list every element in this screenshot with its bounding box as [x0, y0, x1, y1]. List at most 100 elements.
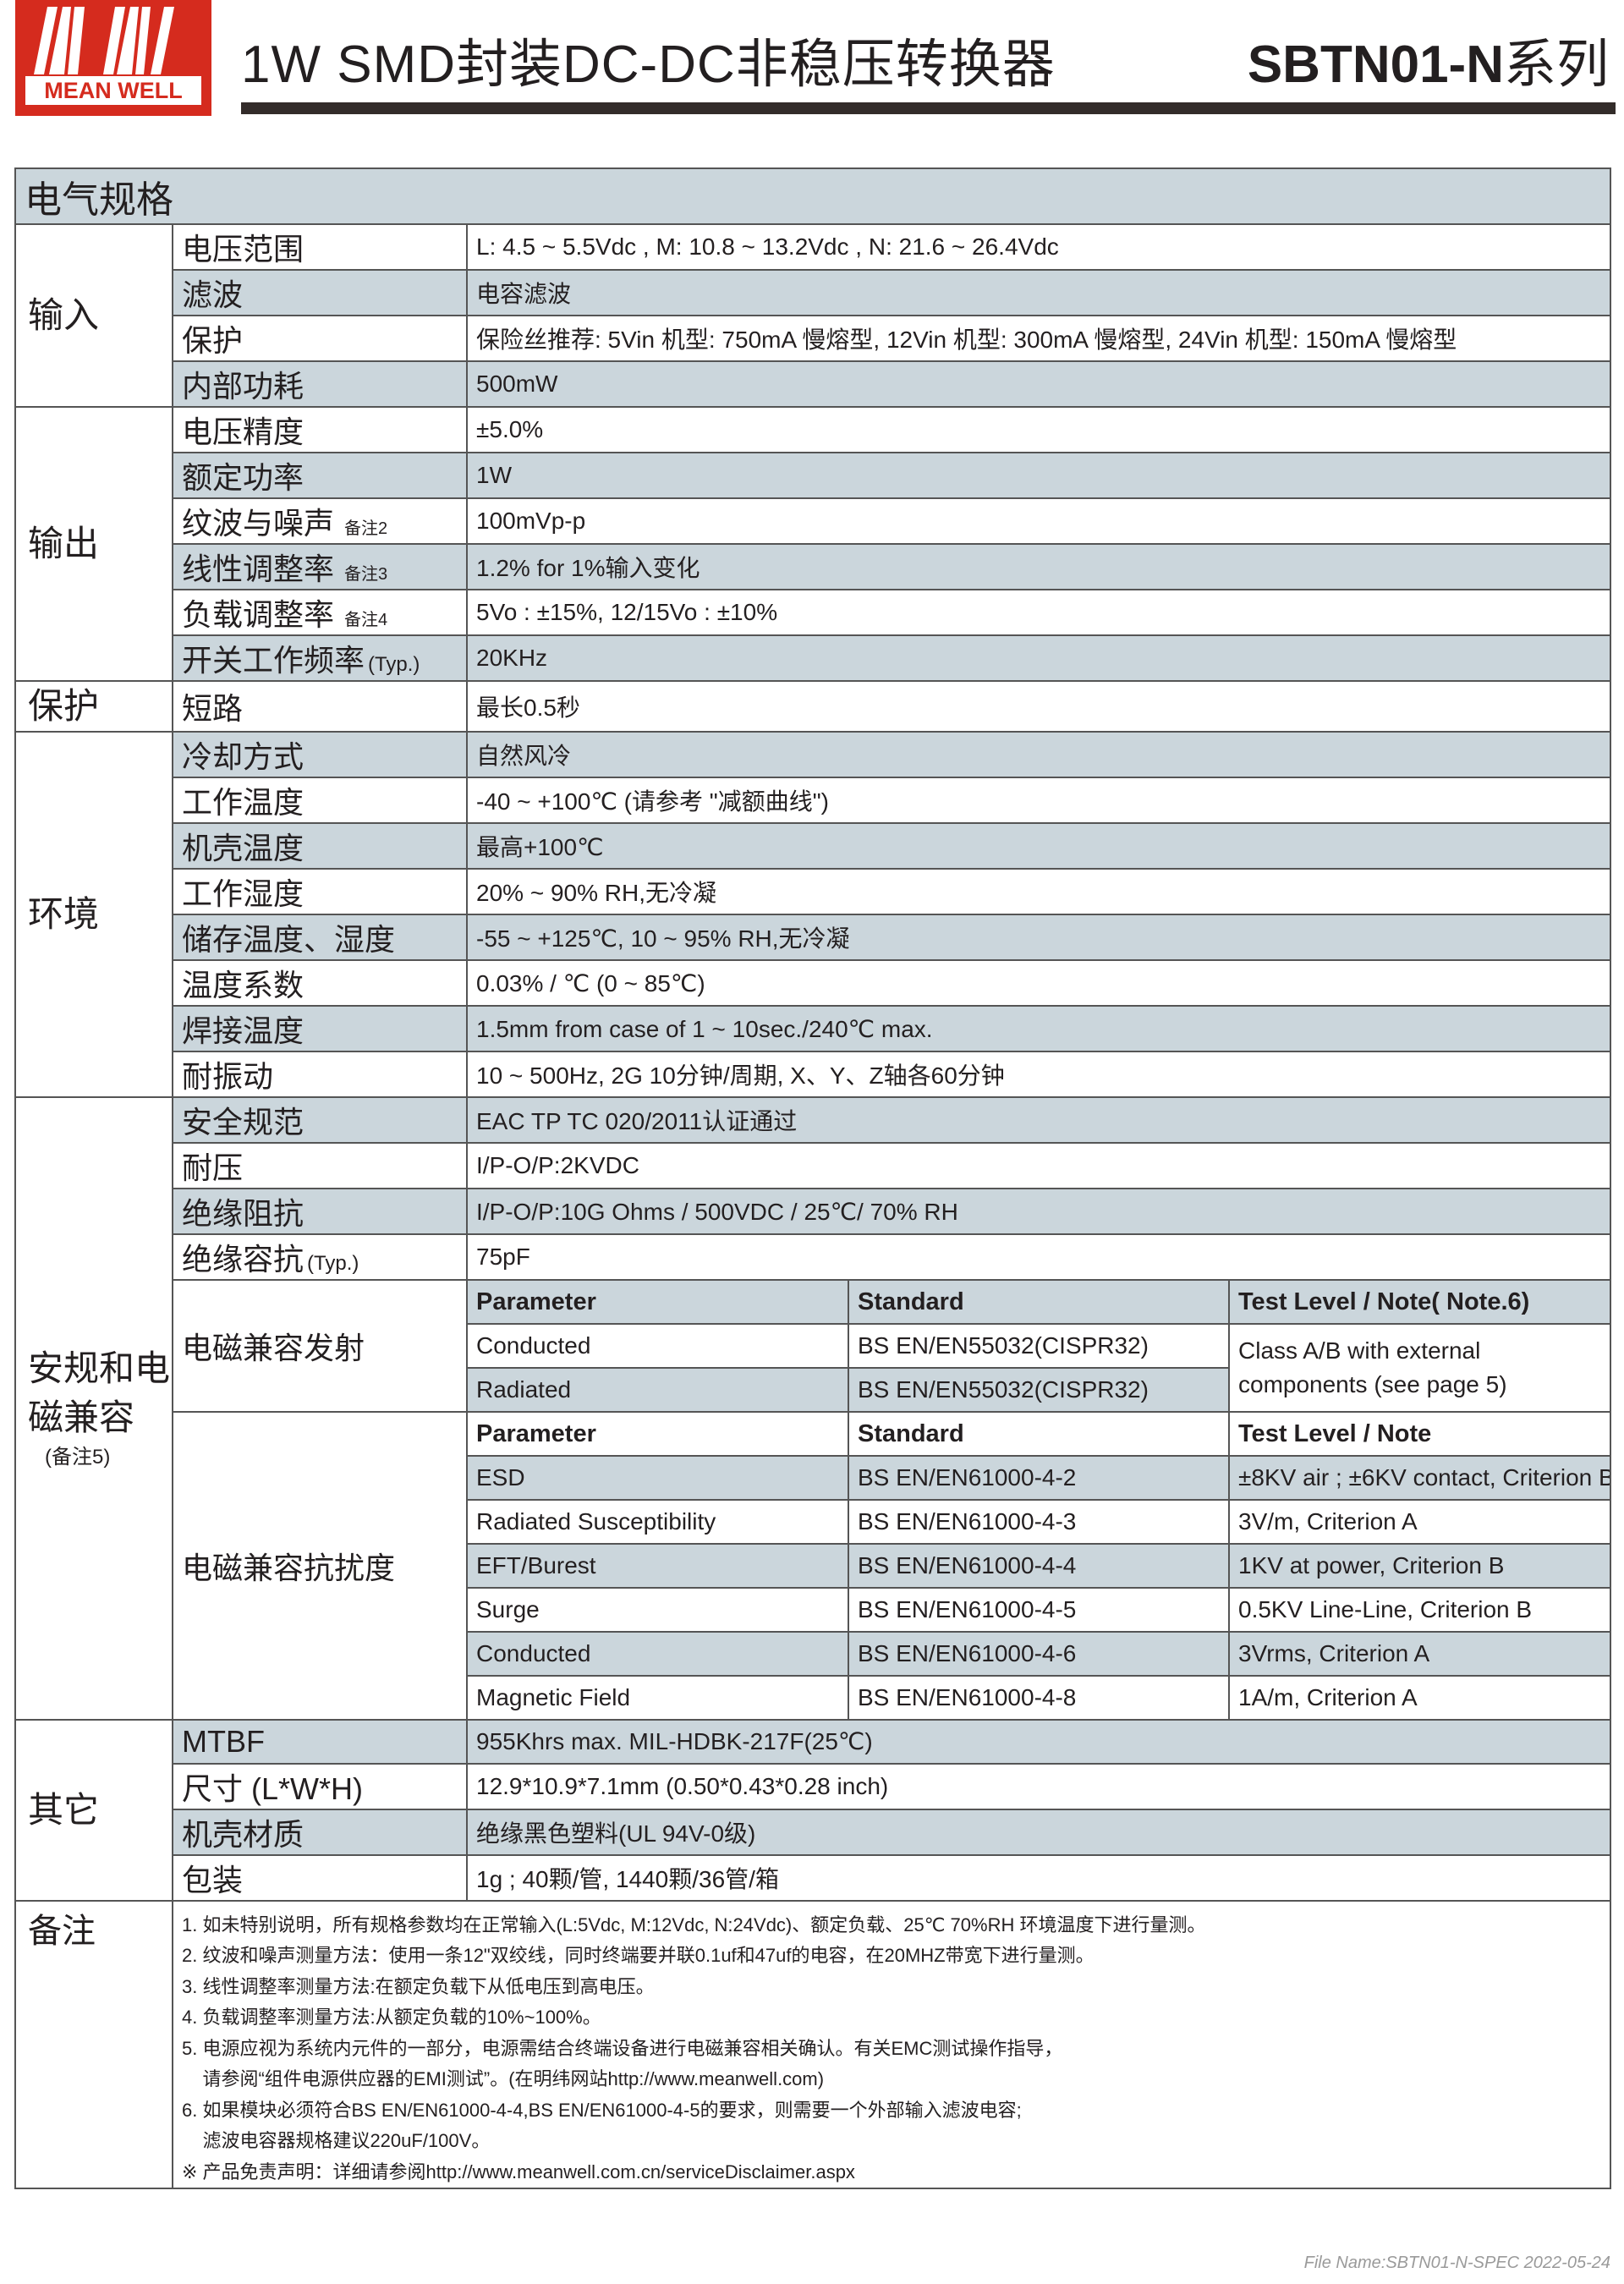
section-label: 环境 [14, 731, 173, 1098]
spec-table: 电气规格 输入 电压范围 L: 4.5 ~ 5.5Vdc , M: 10.8 ~ 1… [14, 167, 1612, 2190]
spec-item-label: 电压精度 [172, 406, 468, 453]
spec-item-label: 储存温度、湿度 [172, 914, 468, 961]
spec-item-label: 包装 [172, 1853, 468, 1902]
section-label: 保护 [14, 680, 173, 733]
spec-value: EAC TP TC 020/2011认证通过 [466, 1096, 1612, 1144]
item-text: 负载调整率 [182, 597, 335, 632]
item-text: 机壳温度 [182, 831, 304, 865]
ems-standard: BS EN/EN61000-4-2 [848, 1455, 1230, 1501]
item-text: 机壳材质 [182, 1816, 304, 1852]
note-line: 5. 电源应视为系统内元件的一部分，电源需结合终端设备进行电磁兼容相关确认。有关… [182, 2037, 1063, 2059]
spec-row: 机壳材质 绝缘黑色塑料(UL 94V-0级) [15, 1808, 1612, 1856]
item-text: 短路 [182, 691, 244, 726]
emi-column-header: Test Level / Note( Note.6) [1228, 1279, 1612, 1325]
series-code: SBTN01-N [1247, 36, 1504, 94]
item-text: 绝缘阻抗 [182, 1196, 304, 1231]
note-line: 3. 线性调整率测量方法:在额定负载下从低电压到高电压。 [182, 1975, 655, 1997]
spec-value: 10 ~ 500Hz, 2G 10分钟/周期, X、Y、Z轴各60分钟 [466, 1051, 1612, 1098]
note-line: 请参阅“组件电源供应器的EMI测试”。(在明纬网站http://www.mean… [182, 2068, 825, 2090]
ems-standard: BS EN/EN61000-4-8 [848, 1675, 1230, 1721]
notes-row: 备注 1. 如未特别说明，所有规格参数均在正常输入(L:5Vdc, M:12Vdc… [14, 1899, 1612, 2190]
spec-value: 5Vo : ±15%, 12/15Vo : ±10% [466, 589, 1612, 636]
spec-item-label: MTBF [172, 1719, 468, 1765]
spec-value: L: 4.5 ~ 5.5Vdc , M: 10.8 ~ 13.2Vdc , N:… [466, 223, 1612, 271]
section-label-text: 保护 [28, 686, 100, 726]
spec-value: 最高+100℃ [466, 822, 1612, 870]
item-text: 储存温度、湿度 [182, 922, 396, 957]
ems-parameter: Surge [466, 1587, 849, 1633]
item-text: 内部功耗 [182, 369, 304, 404]
emi-parameter: Radiated [466, 1367, 849, 1413]
spec-value: 20% ~ 90% RH,无冷凝 [466, 868, 1612, 915]
note-line: 4. 负载调整率测量方法:从额定负载的10%~100%。 [182, 2007, 601, 2029]
ems-standard: BS EN/EN61000-4-4 [848, 1543, 1230, 1589]
notes-label: 备注 [14, 1899, 173, 2190]
spec-item-label: 冷却方式 [172, 731, 468, 778]
spec-item-label: 机壳材质 [172, 1808, 468, 1856]
spec-value: 955Khrs max. MIL-HDBK-217F(25℃) [466, 1719, 1612, 1765]
notes-content: 1. 如未特别说明，所有规格参数均在正常输入(L:5Vdc, M:12Vdc, … [172, 1899, 1612, 2190]
item-text: 额定功率 [182, 460, 304, 495]
item-typ: (Typ.) [307, 1252, 359, 1275]
ems-column-header: Test Level / Note [1228, 1411, 1612, 1457]
ems-standard: BS EN/EN61000-4-3 [848, 1499, 1230, 1545]
spec-row: 耐振动 10 ~ 500Hz, 2G 10分钟/周期, X、Y、Z轴各60分钟 [15, 1051, 1612, 1098]
item-note-ref: 备注3 [344, 565, 388, 584]
spec-row: 机壳温度 最高+100℃ [15, 822, 1612, 870]
ems-standard: BS EN/EN61000-4-5 [848, 1587, 1230, 1633]
section-label: 其它 [14, 1719, 173, 1902]
item-text: 温度系数 [182, 968, 304, 1002]
spec-item-label: 绝缘容抗 (Typ.) [172, 1233, 468, 1281]
spec-row: 输出 电压精度 ±5.0% [14, 406, 1612, 682]
spec-row: 电磁兼容抗扰度 Parameter Standard Test Level / Not… [15, 1411, 1612, 1721]
ems-column-header: Standard [848, 1411, 1230, 1457]
spec-row: 其它 MTBF 955Khrs max. MIL-HDBK-217F(25℃) [14, 1719, 1612, 1902]
spec-row: 额定功率 1W [15, 452, 1612, 499]
spec-item-label: 开关工作频率 (Typ.) [172, 634, 468, 682]
spec-row: 包装 1g ; 40颗/管, 1440颗/36管/箱 [15, 1853, 1612, 1902]
ems-standard: BS EN/EN61000-4-6 [848, 1631, 1230, 1677]
spec-row: 输入 电压范围 L: 4.5 ~ 5.5Vdc , M: 10.8 ~ 13.2Vd… [14, 223, 1612, 408]
spec-value: 12.9*10.9*7.1mm (0.50*0.43*0.28 inch) [466, 1762, 1612, 1810]
spec-value: 电容滤波 [466, 269, 1612, 316]
section-label-text: 其它 [28, 1789, 100, 1830]
emi-standard: BS EN/EN55032(CISPR32) [848, 1323, 1230, 1369]
spec-item-label: 工作温度 [172, 777, 468, 824]
spec-value: 20KHz [466, 634, 1612, 682]
spec-row: Conducted BS EN/EN55032(CISPR32) Class A/B… [15, 1323, 1612, 1413]
spec-row: 绝缘容抗 (Typ.) 75pF [15, 1233, 1612, 1281]
ems-test-level: 3Vrms, Criterion A [1228, 1631, 1612, 1677]
spec-row: 工作湿度 20% ~ 90% RH,无冷凝 [15, 868, 1612, 915]
section-label: 输出 [14, 406, 173, 682]
note-line: 2. 纹波和噪声测量方法：使用一条12"双绞线，同时终端要并联0.1uf和47u… [182, 1945, 1095, 1967]
section-label-text: 安规和电磁兼容 [28, 1348, 171, 1437]
ems-parameter: ESD [466, 1455, 849, 1501]
ems-test-level: 0.5KV Line-Line, Criterion B [1228, 1587, 1612, 1633]
spec-heading-row: 电气规格 [14, 167, 1612, 225]
spec-item-label: 焊接温度 [172, 1005, 468, 1052]
item-text: 耐压 [182, 1150, 244, 1185]
spec-item-label: 短路 [172, 680, 468, 733]
spec-item-label: 耐振动 [172, 1051, 468, 1098]
item-text: 滤波 [182, 277, 244, 312]
spec-item-label: 耐压 [172, 1142, 468, 1189]
spec-value: 保险丝推荐: 5Vin 机型: 750mA 慢熔型, 12Vin 机型: 300… [466, 315, 1612, 362]
spec-row: 工作温度 -40 ~ +100℃ (请参考 "减额曲线") [15, 777, 1612, 824]
series-title: SBTN01-N系列 [1248, 36, 1609, 95]
ems-parameter: EFT/Burest [466, 1543, 849, 1589]
item-text: 尺寸 (L*W*H) [182, 1771, 363, 1806]
item-text: MTBF [182, 1723, 265, 1759]
spec-row: Radiated Susceptibility BS EN/EN61000-4-3… [15, 1499, 1612, 1545]
spec-item-label: 温度系数 [172, 959, 468, 1007]
item-text: 耐振动 [182, 1059, 274, 1094]
ems-parameter: Magnetic Field [466, 1675, 849, 1721]
section-label-text: 输出 [28, 524, 100, 563]
section-label-text: 输入 [28, 295, 100, 335]
section-label: 安规和电磁兼容 (备注5) [14, 1096, 173, 1721]
item-text: 安全规范 [182, 1105, 304, 1139]
ems-column-header: Parameter [466, 1411, 849, 1457]
spec-row: 开关工作频率 (Typ.) 20KHz [15, 634, 1612, 682]
spec-item-label: 电磁兼容发射 [172, 1279, 468, 1413]
spec-item-label: 电压范围 [172, 223, 468, 271]
section-label-text: 环境 [28, 894, 100, 934]
